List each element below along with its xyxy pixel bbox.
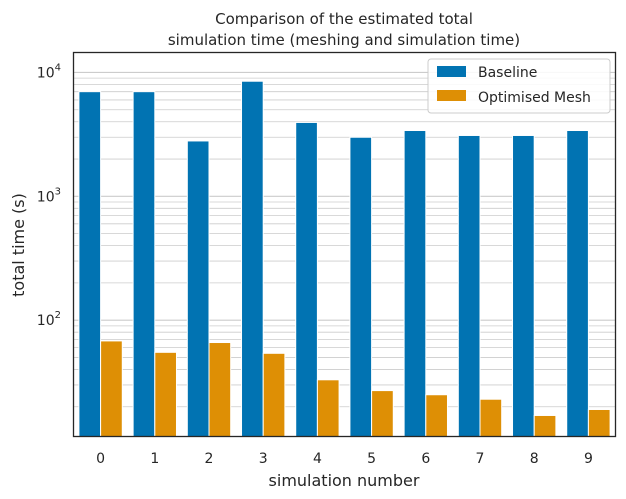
x-tick-label-7: 7 [476, 451, 485, 467]
bar-optimised-mesh-0 [100, 340, 123, 437]
y-tick-label-10000: 104 [37, 62, 61, 81]
x-tick-label-2: 2 [205, 451, 214, 467]
bar-optimised-mesh-2 [208, 342, 232, 437]
bar-optimised-mesh-6 [425, 394, 448, 438]
bar-optimised-mesh-8 [533, 414, 557, 438]
chart-title-line-2: simulation time (meshing and simulation … [168, 31, 520, 49]
legend-box [427, 58, 611, 114]
bar-baseline-7 [457, 134, 481, 438]
x-tick-label-6: 6 [421, 451, 430, 467]
chart-title-line-1: Comparison of the estimated total [215, 10, 473, 28]
x-tick-label-1: 1 [150, 451, 159, 467]
x-tick-label-5: 5 [367, 451, 376, 467]
x-tick-label-8: 8 [530, 451, 539, 467]
bar-baseline-3 [241, 80, 264, 437]
bar-baseline-0 [78, 91, 102, 437]
bar-baseline-5 [349, 136, 373, 437]
x-tick-label-3: 3 [259, 451, 268, 467]
bar-baseline-1 [132, 91, 156, 437]
legend-swatch-baseline [437, 66, 466, 77]
bars [78, 80, 611, 438]
bar-optimised-mesh-3 [262, 352, 286, 437]
legend-label-baseline: Baseline [478, 65, 537, 81]
x-tick-label-9: 9 [584, 451, 593, 467]
bar-optimised-mesh-1 [154, 351, 177, 437]
bar-optimised-mesh-5 [371, 390, 394, 438]
bar-baseline-4 [295, 121, 318, 437]
y-axis-label: total time (s) [9, 193, 28, 297]
bar-baseline-6 [403, 130, 427, 437]
bar-baseline-9 [566, 130, 589, 437]
plot-frame [72, 51, 617, 438]
legend-swatch-optimised-mesh [437, 90, 466, 101]
y-tick-label-1000: 103 [37, 186, 61, 205]
y-tick-labels: 102 103 104 [37, 62, 61, 329]
x-axis-label: simulation number [269, 471, 420, 490]
legend: Baseline Optimised Mesh [427, 58, 611, 114]
legend-label-optimised-mesh: Optimised Mesh [478, 90, 591, 106]
bar-optimised-mesh-9 [587, 408, 611, 437]
y-tick-label-100: 102 [37, 310, 61, 329]
x-tick-label-4: 4 [313, 451, 322, 467]
bar-optimised-mesh-4 [316, 379, 340, 437]
x-tick-labels: 0 1 2 3 4 5 6 7 8 9 [96, 451, 593, 467]
bar-baseline-8 [512, 134, 535, 438]
bar-baseline-2 [186, 140, 210, 438]
bar-optimised-mesh-7 [479, 398, 503, 437]
x-tick-label-0: 0 [96, 451, 105, 467]
